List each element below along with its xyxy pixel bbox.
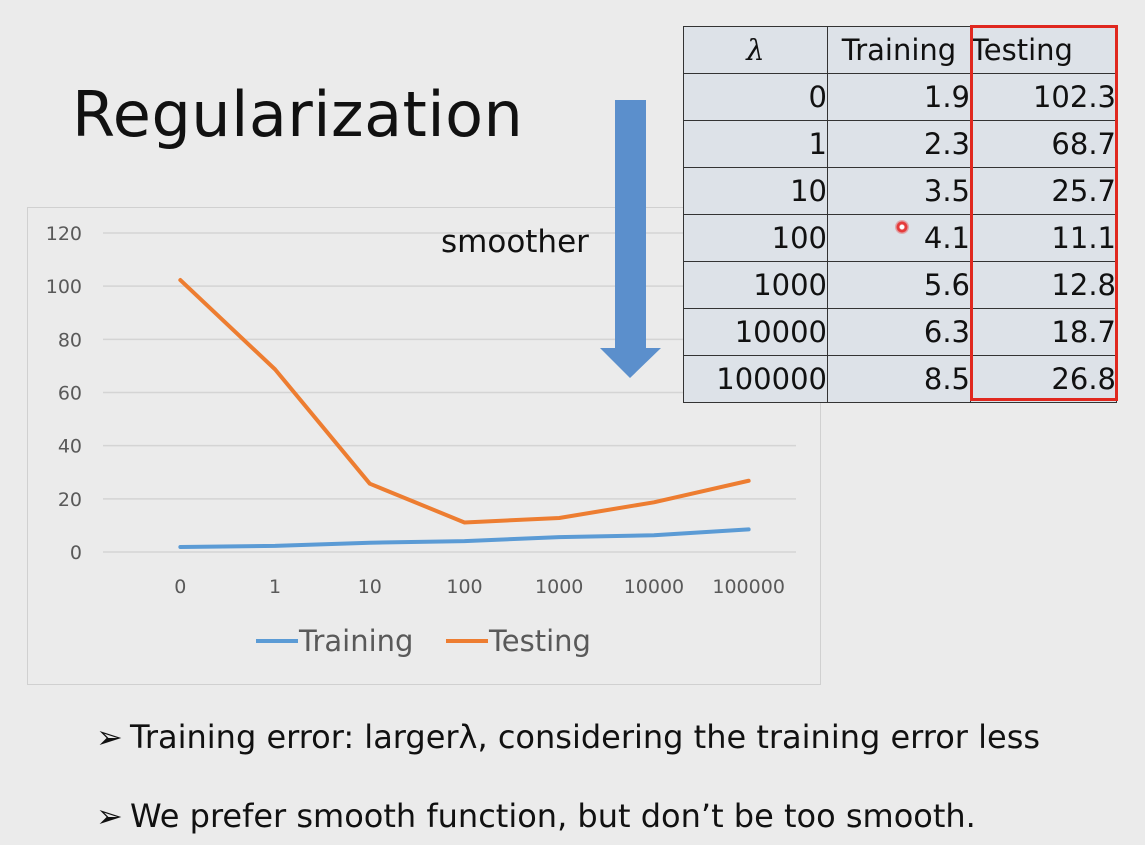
training-cell: 1.9 [827, 73, 971, 121]
chart-svg: 0 20 40 60 80 100 120 0 1 10 100 1000 10000 100000 Tra… [46, 223, 796, 658]
table-header-row: λ Training Testing [683, 26, 1117, 74]
legend-label-testing: Testing [488, 624, 591, 658]
table-row: 1 2.3 68.7 [683, 120, 1117, 168]
series-line-training [178, 527, 751, 549]
bullet-text: Training error: largerλ, considering the… [130, 718, 1041, 756]
lambda-cell: 1 [683, 120, 828, 168]
y-tick-label: 60 [58, 383, 82, 405]
y-tick-label: 100 [46, 276, 82, 298]
table-row: 10 3.5 25.7 [683, 167, 1117, 215]
testing-cell: 11.1 [970, 214, 1117, 262]
table-row: 10000 6.3 18.7 [683, 308, 1117, 356]
training-cell: 6.3 [827, 308, 971, 356]
y-tick-label: 120 [46, 223, 82, 245]
bullet-arrow-icon: ➢ [96, 797, 123, 835]
bullet-training-error: ➢ Training error: largerλ, considering th… [96, 718, 1040, 756]
down-arrow-icon [600, 100, 662, 380]
header-testing: Testing [970, 26, 1117, 74]
lambda-cell: 0 [683, 73, 828, 121]
testing-cell: 102.3 [970, 73, 1117, 121]
bullet-arrow-icon: ➢ [96, 718, 123, 756]
lambda-cell: 10000 [683, 308, 828, 356]
training-cell: 3.5 [827, 167, 971, 215]
x-tick-label: 10 [358, 576, 382, 598]
lambda-cell: 100 [683, 214, 828, 262]
testing-cell: 25.7 [970, 167, 1117, 215]
bullet-text: We prefer smooth function, but don’t be … [130, 797, 976, 835]
x-tick-label: 0 [174, 576, 186, 598]
x-tick-label: 1000 [535, 576, 583, 598]
smoother-label: smoother [441, 224, 589, 260]
x-tick-label: 100 [446, 576, 482, 598]
y-tick-label: 40 [58, 436, 82, 458]
legend-label-training: Training [298, 624, 413, 658]
laser-pointer-icon [895, 220, 909, 234]
header-training: Training [827, 26, 971, 74]
y-tick-label: 20 [58, 489, 82, 511]
lambda-cell: 10 [683, 167, 828, 215]
x-tick-label: 100000 [712, 576, 785, 598]
series-line-testing [178, 278, 751, 525]
table-row: 1000 5.6 12.8 [683, 261, 1117, 309]
testing-cell: 68.7 [970, 120, 1117, 168]
lambda-cell: 1000 [683, 261, 828, 309]
table-row: 100000 8.5 26.8 [683, 355, 1117, 403]
x-tick-label: 1 [269, 576, 281, 598]
slide-title: Regularization [72, 78, 524, 151]
testing-cell: 26.8 [970, 355, 1117, 403]
lambda-table: λ Training Testing 0 1.9 102.3 1 2.3 68.… [683, 26, 1117, 403]
testing-cell: 18.7 [970, 308, 1117, 356]
y-tick-label: 0 [70, 542, 82, 564]
testing-cell: 12.8 [970, 261, 1117, 309]
training-cell: 5.6 [827, 261, 971, 309]
training-cell: 8.5 [827, 355, 971, 403]
lambda-cell: 100000 [683, 355, 828, 403]
training-cell: 2.3 [827, 120, 971, 168]
table-row: 0 1.9 102.3 [683, 73, 1117, 121]
x-tick-label: 10000 [624, 576, 684, 598]
bullet-smooth-function: ➢ We prefer smooth function, but don’t be… [96, 797, 976, 835]
y-tick-label: 80 [58, 329, 82, 351]
header-lambda: λ [683, 26, 828, 74]
